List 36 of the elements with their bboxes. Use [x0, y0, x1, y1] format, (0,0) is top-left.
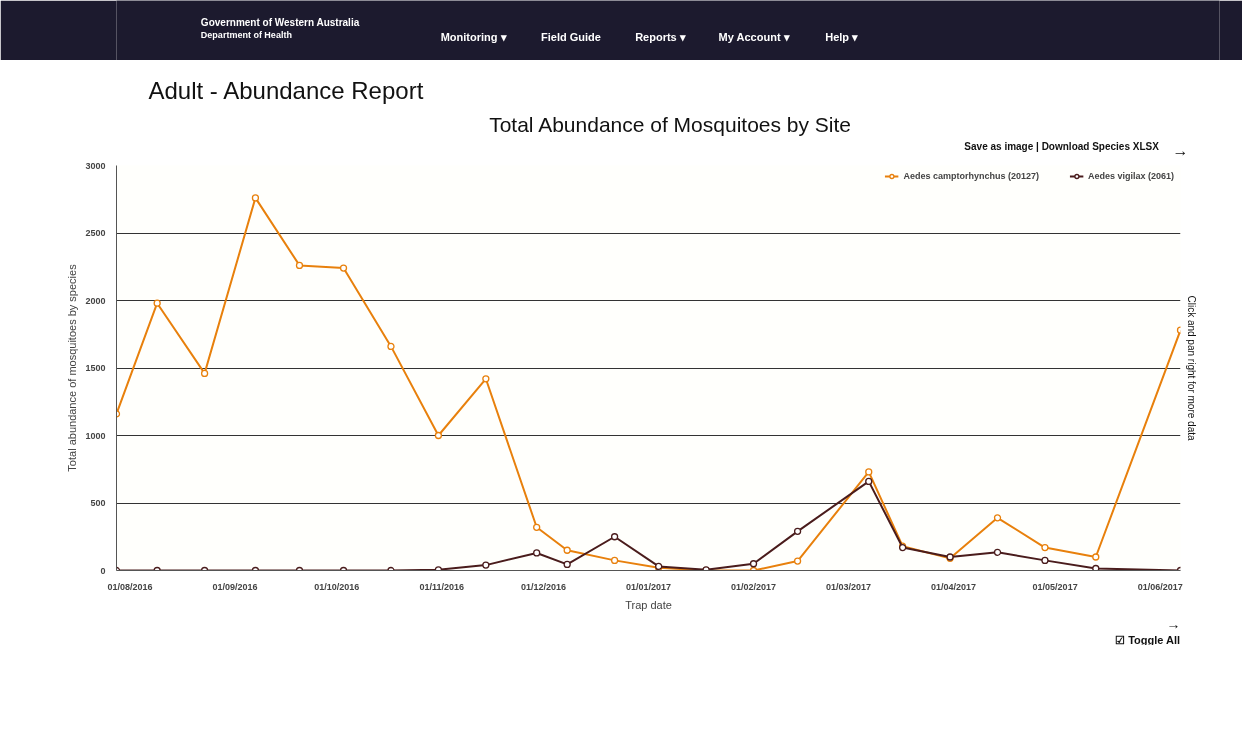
- x-tick-label: 01/06/2017: [1137, 581, 1183, 592]
- text: Government of Western Australia: [200, 17, 360, 28]
- text: Monitoring ▾: [440, 30, 507, 43]
- y-axis-title: Total abundance of mosquitoes by species: [66, 263, 79, 472]
- x-tick-label: 01/05/2017: [1032, 581, 1078, 592]
- text: Adult - Abundance Report: [148, 77, 424, 104]
- x-tick-label: 01/03/2017: [825, 581, 871, 592]
- y-tick-label: 3000: [85, 160, 106, 171]
- y-tick-label: 1000: [85, 430, 106, 441]
- text: ☑ Toggle All: [1115, 633, 1181, 646]
- text: My Account ▾: [718, 30, 790, 43]
- chart-title: Total Abundance of Mosquitoes by Site: [489, 113, 852, 136]
- text: →: [1172, 142, 1189, 159]
- text: Department of Health: [200, 29, 292, 40]
- x-tick-label: 01/10/2016: [314, 581, 360, 592]
- x-tick-label: 01/11/2016: [419, 581, 465, 592]
- y-tick-label: 2000: [85, 295, 106, 306]
- text: Field Guide: [541, 30, 601, 43]
- legend-label: Aedes vigilax (2061): [1087, 171, 1174, 181]
- text: Help ▾: [825, 30, 859, 43]
- x-tick-label: 01/09/2016: [212, 581, 258, 592]
- y-tick-label: 1500: [85, 363, 106, 373]
- x-tick-label: 01/02/2017: [731, 581, 777, 592]
- y-tick-label: 0: [100, 565, 106, 576]
- x-tick-label: 01/01/2017: [625, 581, 672, 592]
- text: Save as image | Download Species XLSX: [964, 141, 1160, 152]
- text: Reports ▾: [635, 30, 686, 43]
- legend-label: Aedes camptorhynchus (20127): [903, 171, 1039, 181]
- text: →: [1166, 615, 1181, 632]
- y-tick-label: 2500: [85, 228, 106, 238]
- x-tick-label: 01/04/2017: [930, 581, 976, 592]
- x-tick-label: 01/08/2016: [107, 581, 153, 592]
- y-tick-label: 500: [90, 498, 106, 508]
- text: Click and pan right for more data: [1185, 295, 1197, 441]
- x-axis-title: Trap date: [625, 598, 672, 611]
- x-tick-label: 01/12/2016: [520, 581, 566, 592]
